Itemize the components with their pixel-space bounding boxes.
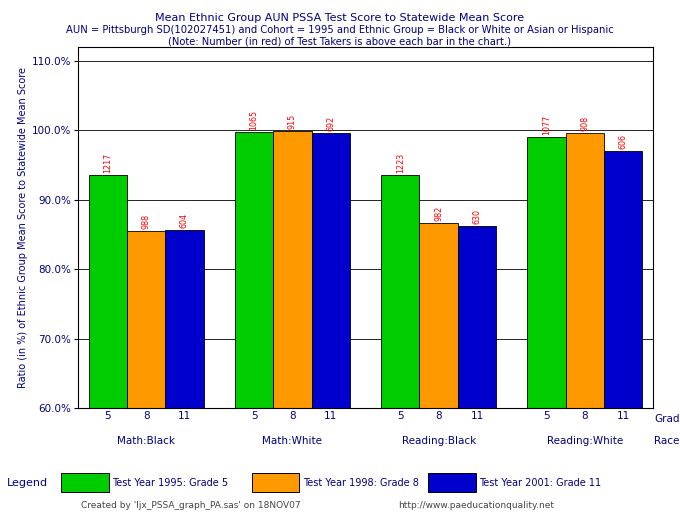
Bar <box>127 231 165 408</box>
Bar <box>381 175 420 408</box>
Bar <box>235 132 273 408</box>
Text: 1077: 1077 <box>542 115 551 135</box>
Bar <box>566 133 604 408</box>
Text: 1065: 1065 <box>250 110 258 130</box>
Text: 1217: 1217 <box>103 153 112 173</box>
Text: Test Year 2001: Grade 11: Test Year 2001: Grade 11 <box>479 477 602 488</box>
Text: Test Year 1998: Grade 8: Test Year 1998: Grade 8 <box>303 477 418 488</box>
Text: 604: 604 <box>180 213 189 228</box>
Text: Math:Black: Math:Black <box>117 436 175 446</box>
Bar <box>311 133 350 408</box>
Text: Reading:Black: Reading:Black <box>401 436 476 446</box>
Bar <box>165 230 203 408</box>
Text: Mean Ethnic Group AUN PSSA Test Score to Statewide Mean Score: Mean Ethnic Group AUN PSSA Test Score to… <box>156 13 524 23</box>
Bar <box>528 137 566 408</box>
Text: 908: 908 <box>581 116 590 131</box>
Text: 1223: 1223 <box>396 153 405 173</box>
Text: 606: 606 <box>619 134 628 149</box>
Text: AUN = Pittsburgh SD(102027451) and Cohort = 1995 and Ethnic Group = Black or Whi: AUN = Pittsburgh SD(102027451) and Cohor… <box>66 25 614 35</box>
Text: 915: 915 <box>288 113 297 129</box>
Text: Math:White: Math:White <box>262 436 322 446</box>
Y-axis label: Ratio (in %) of Ethnic Group Mean Score to Statewide Mean Score: Ratio (in %) of Ethnic Group Mean Score … <box>18 67 28 388</box>
Text: (Note: Number (in red) of Test Takers is above each bar in the chart.): (Note: Number (in red) of Test Takers is… <box>169 36 511 46</box>
Bar <box>273 131 311 408</box>
Text: Legend: Legend <box>7 477 48 488</box>
Text: 982: 982 <box>434 206 443 221</box>
Bar <box>458 226 496 408</box>
Text: Race: Race <box>654 436 679 446</box>
Bar <box>88 175 127 408</box>
Text: Grade: Grade <box>654 413 680 424</box>
Bar <box>420 223 458 408</box>
Text: Test Year 1995: Grade 5: Test Year 1995: Grade 5 <box>112 477 228 488</box>
Text: 988: 988 <box>141 214 150 229</box>
Text: http://www.paeducationquality.net: http://www.paeducationquality.net <box>398 501 554 510</box>
Bar <box>604 151 643 408</box>
Text: 630: 630 <box>473 209 481 224</box>
Text: 692: 692 <box>326 115 335 131</box>
Text: Reading:White: Reading:White <box>547 436 623 446</box>
Text: Created by 'ljx_PSSA_graph_PA.sas' on 18NOV07: Created by 'ljx_PSSA_graph_PA.sas' on 18… <box>81 501 300 510</box>
